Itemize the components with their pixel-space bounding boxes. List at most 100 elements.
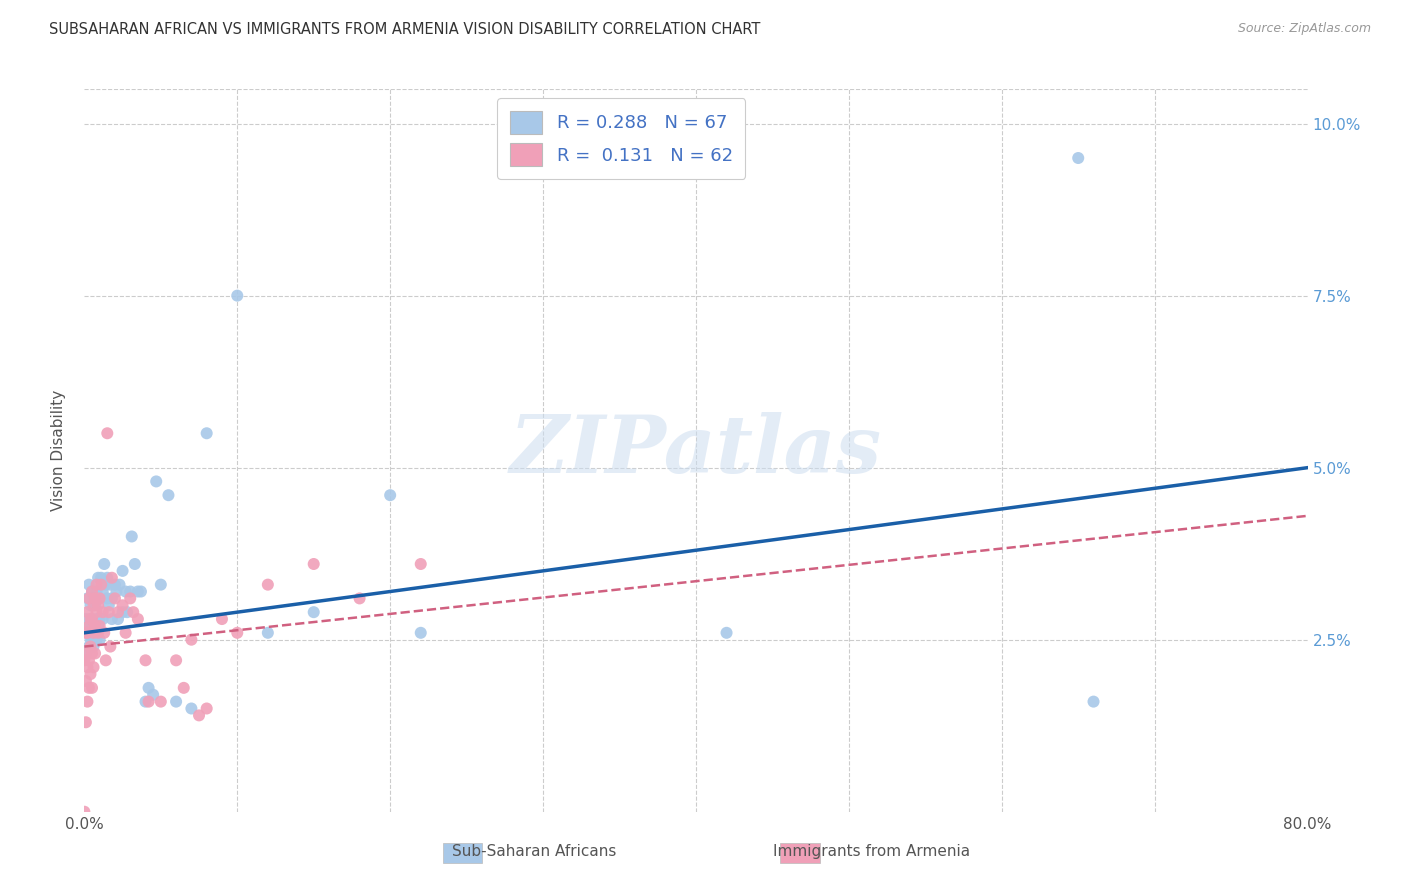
- Point: [76, 605, 98, 619]
- Point: [104, 577, 127, 591]
- Point: [87, 571, 110, 585]
- Point: [114, 625, 136, 640]
- Point: [91, 605, 114, 619]
- Point: [98, 640, 121, 654]
- Point: [80, 647, 103, 661]
- Point: [80, 584, 103, 599]
- Point: [180, 632, 202, 647]
- Point: [120, 584, 142, 599]
- Point: [89, 591, 111, 606]
- Point: [145, 475, 167, 489]
- Point: [409, 625, 432, 640]
- Point: [195, 426, 218, 441]
- Point: [73, 653, 96, 667]
- Point: [349, 591, 371, 606]
- Point: [302, 605, 325, 619]
- Point: [107, 612, 129, 626]
- Point: [83, 640, 105, 654]
- Point: [96, 426, 118, 441]
- Point: [77, 640, 100, 654]
- Point: [75, 625, 97, 640]
- Point: [79, 599, 101, 613]
- Point: [111, 564, 134, 578]
- Legend: R = 0.288   N = 67, R =  0.131   N = 62: R = 0.288 N = 67, R = 0.131 N = 62: [498, 98, 745, 179]
- Point: [75, 715, 97, 730]
- Point: [101, 571, 124, 585]
- Text: Immigrants from Armenia: Immigrants from Armenia: [773, 845, 970, 859]
- Point: [86, 584, 108, 599]
- Point: [83, 619, 105, 633]
- Point: [716, 625, 738, 640]
- Point: [73, 805, 96, 819]
- Point: [173, 681, 195, 695]
- Point: [83, 599, 105, 613]
- Point: [98, 577, 121, 591]
- Point: [84, 599, 107, 613]
- Point: [79, 667, 101, 681]
- Point: [93, 557, 115, 571]
- Point: [89, 632, 111, 647]
- Point: [226, 288, 249, 302]
- Point: [90, 571, 112, 585]
- Point: [380, 488, 402, 502]
- Point: [135, 695, 157, 709]
- Point: [80, 584, 103, 599]
- Point: [115, 605, 138, 619]
- Point: [107, 605, 129, 619]
- Text: Sub-Saharan Africans: Sub-Saharan Africans: [453, 845, 616, 859]
- Point: [97, 605, 120, 619]
- Point: [86, 605, 108, 619]
- Point: [75, 673, 97, 688]
- Point: [97, 599, 120, 613]
- Point: [87, 599, 110, 613]
- Point: [77, 619, 100, 633]
- Point: [127, 612, 149, 626]
- Point: [91, 612, 114, 626]
- Point: [135, 653, 157, 667]
- Y-axis label: Vision Disability: Vision Disability: [51, 390, 66, 511]
- Point: [80, 612, 103, 626]
- Point: [79, 632, 101, 647]
- Point: [77, 681, 100, 695]
- Point: [94, 653, 117, 667]
- Point: [76, 660, 98, 674]
- Point: [80, 681, 103, 695]
- Point: [104, 591, 127, 606]
- Point: [142, 688, 165, 702]
- Point: [89, 619, 111, 633]
- Point: [86, 577, 108, 591]
- Text: Source: ZipAtlas.com: Source: ZipAtlas.com: [1237, 22, 1371, 36]
- Point: [84, 647, 107, 661]
- Point: [80, 632, 103, 647]
- Point: [76, 695, 98, 709]
- Point: [94, 577, 117, 591]
- Point: [76, 625, 98, 640]
- Point: [188, 708, 211, 723]
- Point: [80, 612, 103, 626]
- Point: [79, 640, 101, 654]
- Point: [111, 605, 134, 619]
- Point: [75, 647, 97, 661]
- Point: [89, 612, 111, 626]
- Point: [120, 591, 142, 606]
- Point: [114, 584, 136, 599]
- Point: [77, 619, 100, 633]
- Point: [84, 591, 107, 606]
- Point: [83, 660, 105, 674]
- Point: [124, 557, 146, 571]
- Point: [138, 681, 160, 695]
- Point: [96, 591, 118, 606]
- Text: ZIPatlas: ZIPatlas: [510, 412, 882, 489]
- Point: [257, 625, 280, 640]
- Point: [105, 584, 128, 599]
- Point: [84, 625, 107, 640]
- Point: [122, 605, 145, 619]
- Point: [86, 632, 108, 647]
- Point: [127, 584, 149, 599]
- Point: [165, 695, 187, 709]
- Point: [89, 591, 111, 606]
- Point: [79, 612, 101, 626]
- Point: [195, 701, 218, 715]
- Point: [101, 591, 124, 606]
- Point: [1067, 151, 1090, 165]
